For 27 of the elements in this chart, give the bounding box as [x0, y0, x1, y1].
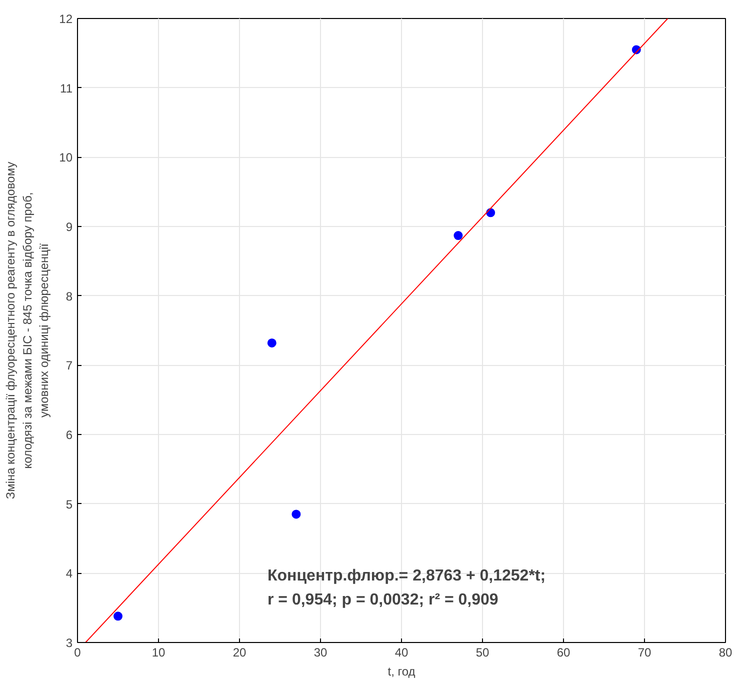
x-tick-label: 70 — [638, 646, 652, 660]
y-tick-label: 3 — [66, 636, 73, 650]
point — [454, 231, 463, 240]
y-tick-label: 9 — [66, 220, 73, 234]
y-axis-title: Зміна концентрації флуоресцентного реагенту в оглядовому колодязі за межами БІС - 845 точка відбору проб, умовних одиниці флюресценції — [4, 162, 52, 500]
x-tick-label: 40 — [394, 646, 408, 660]
x-tick-label: 30 — [314, 646, 328, 660]
x-tick-label: 50 — [476, 646, 490, 660]
x-tick-label: 80 — [718, 646, 732, 660]
y-tick-label: 10 — [59, 150, 73, 165]
y-tick-label: 5 — [66, 497, 73, 512]
y-tick-label: 8 — [66, 289, 73, 304]
y-tick-label: 11 — [60, 81, 73, 96]
x-tick-label: 20 — [232, 646, 246, 660]
x-tick-label: 10 — [152, 646, 166, 660]
y-tick-label: 12 — [59, 12, 73, 26]
y-tick-label: 6 — [66, 428, 73, 442]
y-tick-label: 4 — [66, 566, 73, 581]
point — [267, 338, 276, 348]
annotation: r = 0,954; p = 0,0032; r² = 0,909 — [268, 592, 498, 608]
y-tick-label: 7 — [66, 358, 73, 373]
annotation: Концентр.флюр.= 2,8763 + 0,1252*t; — [268, 568, 546, 584]
x-axis-title: t, год — [388, 664, 416, 678]
x-tick-label: 0 — [74, 646, 82, 660]
x-tick-label: 60 — [556, 646, 570, 660]
point — [292, 510, 301, 519]
point — [114, 612, 122, 621]
